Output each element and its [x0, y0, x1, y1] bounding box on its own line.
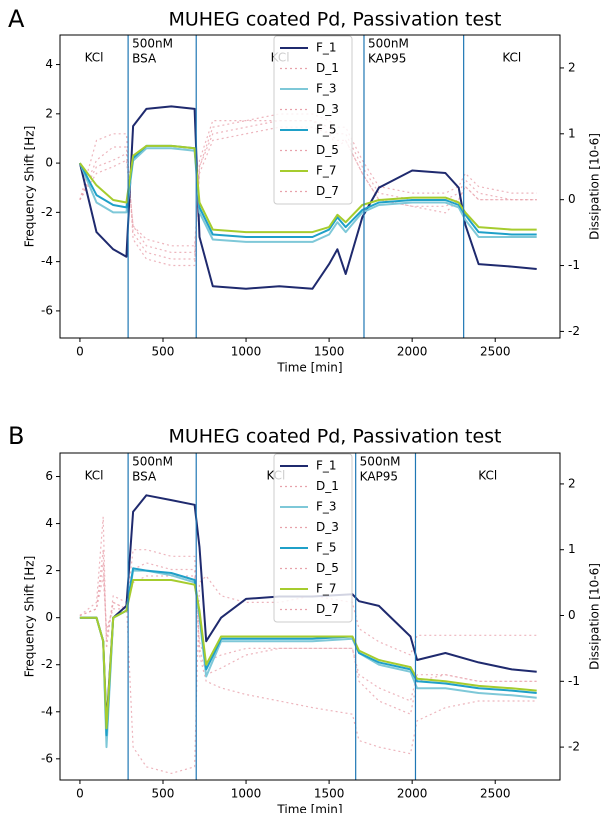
y2-tick-label: 0: [568, 192, 576, 206]
y-tick-label: -4: [41, 704, 53, 718]
y2-axis-label: Dissipation [10-6]: [588, 563, 602, 670]
x-axis-label: Time [min]: [276, 361, 342, 375]
legend-label: D_7: [316, 184, 339, 198]
phase-annotation: KCl: [85, 469, 104, 483]
chart-title: MUHEG coated Pd, Passivation test: [168, 426, 501, 448]
dissipation-line: [79, 516, 537, 774]
x-axis-label: Time [min]: [276, 803, 342, 813]
x-tick-label: 1000: [231, 345, 262, 359]
legend-box: [273, 35, 353, 205]
chart-title: MUHEG coated Pd, Passivation test: [168, 9, 501, 31]
phase-annotation: 500nM: [132, 37, 173, 51]
legend-label: F_3: [316, 82, 337, 96]
y-axis-label: Frequency Shift [Hz]: [23, 556, 37, 678]
y-tick-label: 4: [45, 516, 53, 530]
y2-tick-label: 2: [568, 476, 576, 490]
y-tick-label: 6: [45, 469, 53, 483]
axes-frame: [59, 34, 561, 339]
y2-tick-label: 2: [568, 60, 576, 74]
legend-label: D_7: [316, 602, 339, 616]
y-tick-label: 2: [45, 563, 53, 577]
y-tick-label: -6: [41, 751, 53, 765]
y-tick-label: -2: [41, 205, 53, 219]
y-tick-label: 0: [45, 610, 53, 624]
y2-tick-label: -2: [568, 740, 580, 754]
axes-frame: [59, 452, 561, 781]
legend-label: F_5: [316, 541, 337, 555]
y2-tick-label: -2: [568, 324, 580, 338]
x-tick-label: 0: [76, 787, 84, 801]
y2-tick-label: 1: [568, 542, 576, 556]
y-tick-label: 2: [45, 106, 53, 120]
phase-annotation: KCl: [502, 51, 521, 65]
dissipation-line: [79, 562, 537, 755]
panel-label: A: [8, 5, 25, 33]
y-tick-label: -2: [41, 657, 53, 671]
y2-axis-label: Dissipation [10-6]: [588, 133, 602, 240]
legend-label: F_7: [316, 164, 337, 178]
phase-annotation: 500nM: [368, 37, 409, 51]
y2-tick-label: -1: [568, 674, 580, 688]
phase-annotation: 500nM: [132, 455, 173, 469]
legend-label: D_3: [316, 520, 339, 534]
phase-annotation: BSA: [132, 52, 157, 66]
x-tick-label: 1500: [314, 787, 345, 801]
dissipation-line: [79, 575, 537, 702]
phase-annotation: BSA: [132, 470, 157, 484]
phase-annotation: KCl: [85, 51, 104, 65]
y2-tick-label: 1: [568, 126, 576, 140]
x-tick-label: 2500: [480, 345, 511, 359]
legend-label: D_3: [316, 102, 339, 116]
legend-label: F_1: [316, 41, 337, 55]
plot-area: [79, 494, 537, 774]
y2-tick-label: -1: [568, 258, 580, 272]
x-tick-label: 2000: [397, 345, 428, 359]
y-tick-label: 0: [45, 156, 53, 170]
legend-label: D_5: [316, 561, 339, 575]
y-tick-label: 4: [45, 57, 53, 71]
legend-label: F_5: [316, 123, 337, 137]
legend-label: F_7: [316, 582, 337, 596]
x-tick-label: 500: [152, 345, 175, 359]
x-tick-label: 0: [76, 345, 84, 359]
y2-tick-label: 0: [568, 608, 576, 622]
legend-label: D_1: [316, 61, 339, 75]
x-tick-label: 2500: [480, 787, 511, 801]
phase-annotation: KAP95: [360, 470, 398, 484]
x-tick-label: 1000: [231, 787, 262, 801]
frequency-line: [78, 105, 537, 290]
x-tick-label: 500: [152, 787, 175, 801]
legend-label: D_1: [316, 479, 339, 493]
phase-annotation: KCl: [478, 469, 497, 483]
phase-annotation: KAP95: [368, 52, 406, 66]
x-tick-label: 2000: [397, 787, 428, 801]
legend-label: F_3: [316, 500, 337, 514]
y-tick-label: -6: [41, 303, 53, 317]
dissipation-line: [79, 120, 537, 267]
phase-annotation: 500nM: [360, 455, 401, 469]
frequency-line: [79, 579, 537, 730]
x-tick-label: 1500: [314, 345, 345, 359]
legend-label: F_1: [316, 459, 337, 473]
legend-box: [273, 453, 353, 623]
y-tick-label: -4: [41, 254, 53, 268]
frequency-line: [79, 144, 537, 234]
panel-label: B: [8, 422, 24, 450]
y-axis-label: Frequency Shift [Hz]: [23, 126, 37, 248]
legend-label: D_5: [316, 143, 339, 157]
